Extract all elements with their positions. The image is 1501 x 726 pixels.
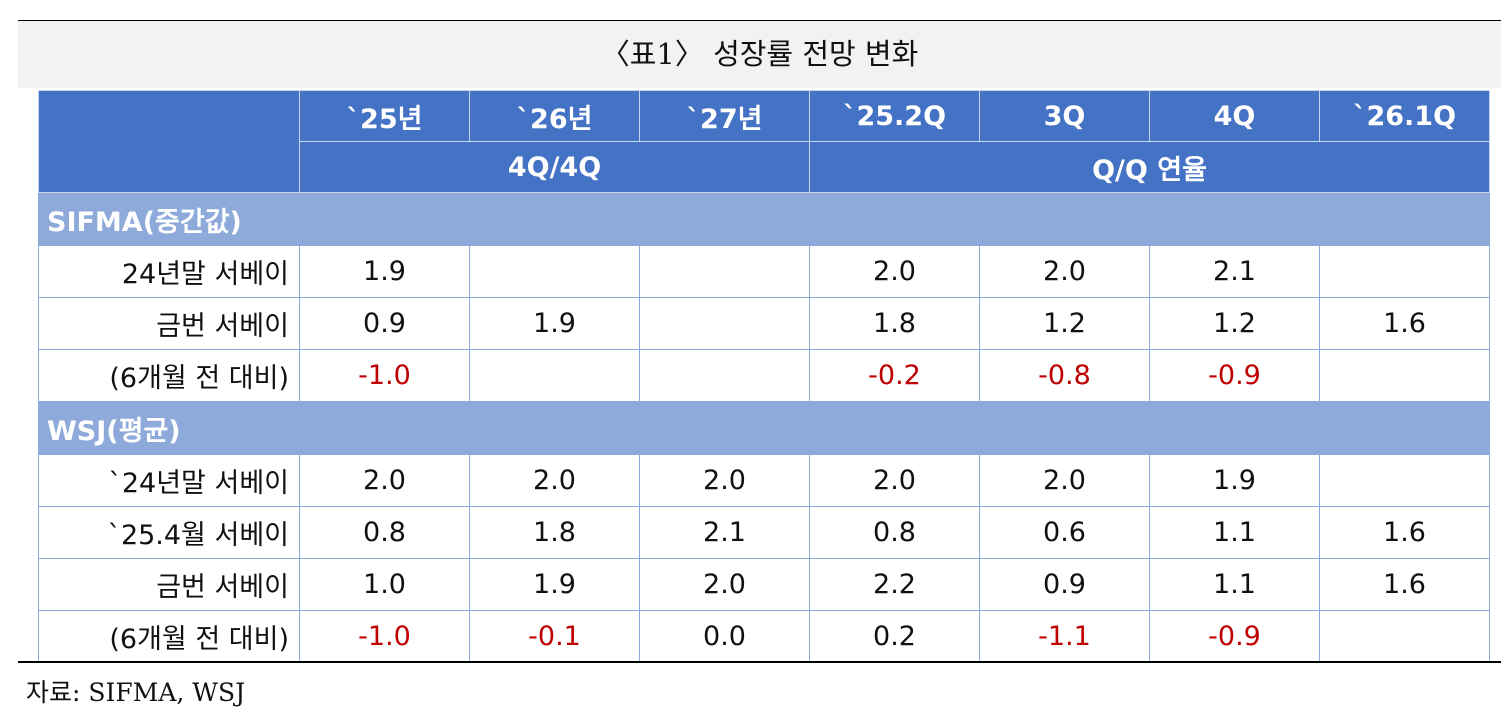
empty-cell [1319,454,1490,507]
value-cell: 2.1 [639,506,810,559]
column-header: `27년 [639,90,810,142]
value-cell: -0.2 [809,349,980,402]
value-cell: 1.1 [1149,506,1320,559]
value-cell: 2.0 [639,454,810,507]
value-cell: 0.0 [639,610,810,663]
row-label: 금번 서베이 [38,297,300,350]
value-cell: 2.0 [639,558,810,611]
header-row: 4Q/4Q Q/Q 연율 [39,141,1490,193]
data-row: (6개월 전 대비) -1.0 -0.2 -0.8 -0.9 [38,349,1490,402]
value-cell: 0.8 [809,506,980,559]
column-header: 4Q [1149,90,1320,142]
value-cell: 2.0 [809,454,980,507]
empty-cell [1319,245,1490,298]
section-row: WSJ(평균) [38,401,1490,455]
value-cell: 1.8 [809,297,980,350]
value-cell: 0.6 [979,506,1150,559]
value-cell: -1.1 [979,610,1150,663]
value-cell: 0.8 [299,506,470,559]
value-cell: -0.9 [1149,349,1320,402]
value-cell: 1.9 [299,245,470,298]
value-cell: 1.6 [1319,506,1490,559]
row-label: 24년말 서베이 [38,245,300,298]
group-header: 4Q/4Q [299,141,810,193]
row-label: `25.4월 서베이 [38,506,300,559]
data-row: `25.4월 서베이 0.8 1.8 2.1 0.8 0.6 1.1 1.6 [38,506,1490,559]
value-cell: 1.2 [979,297,1150,350]
row-label: 금번 서베이 [38,558,300,611]
value-cell: 0.9 [979,558,1150,611]
value-cell: 1.1 [1149,558,1320,611]
column-header: 3Q [979,90,1150,142]
value-cell: 1.9 [1149,454,1320,507]
table-title: 〈표1〉 성장률 전망 변화 [18,20,1501,88]
value-cell: -1.0 [299,349,470,402]
value-cell: 1.0 [299,558,470,611]
value-cell: 1.6 [1319,558,1490,611]
empty-cell [1319,610,1490,663]
value-cell: 1.8 [469,506,640,559]
column-header: `25년 [299,90,470,142]
corner-cell [38,90,300,193]
value-cell: 0.2 [809,610,980,663]
forecast-table: `25년 `26년 `27년 `25.2Q 3Q 4Q `26.1Q 4Q/4Q Q/Q 연율 S… [38,90,1490,663]
source-note: 자료: SIFMA, WSJ [26,678,246,707]
data-row: `24년말 서베이 2.0 2.0 2.0 2.0 2.0 1.9 [38,454,1490,507]
empty-cell [1319,349,1490,402]
value-cell: 2.0 [469,454,640,507]
column-header: `26년 [469,90,640,142]
value-cell: 1.6 [1319,297,1490,350]
empty-cell [639,297,810,350]
value-cell: 2.0 [979,245,1150,298]
column-header: `25.2Q [809,90,980,142]
empty-cell [469,349,640,402]
data-row: (6개월 전 대비) -1.0 -0.1 0.0 0.2 -1.1 -0.9 [38,610,1490,663]
value-cell: -0.9 [1149,610,1320,663]
data-row: 금번 서베이 1.0 1.9 2.0 2.2 0.9 1.1 1.6 [38,558,1490,611]
empty-cell [639,349,810,402]
data-row: 24년말 서베이 1.9 2.0 2.0 2.1 [38,245,1490,298]
value-cell: 1.9 [469,558,640,611]
value-cell: 1.9 [469,297,640,350]
header-row: `25년 `26년 `27년 `25.2Q 3Q 4Q `26.1Q [38,90,1490,193]
data-row: 금번 서베이 0.9 1.9 1.8 1.2 1.2 1.6 [38,297,1490,350]
value-cell: -1.0 [299,610,470,663]
value-cell: 2.1 [1149,245,1320,298]
value-cell: 2.2 [809,558,980,611]
value-cell: -0.1 [469,610,640,663]
section-row: SIFMA(중간값) [38,192,1490,246]
row-label: `24년말 서베이 [38,454,300,507]
value-cell: 1.2 [1149,297,1320,350]
group-header: Q/Q 연율 [809,141,1490,193]
row-label: (6개월 전 대비) [38,349,300,402]
bottom-rule [18,661,1501,663]
value-cell: 2.0 [809,245,980,298]
empty-cell [469,245,640,298]
section-name: WSJ(평균) [38,401,1490,455]
empty-cell [639,245,810,298]
row-label: (6개월 전 대비) [38,610,300,663]
value-cell: -0.8 [979,349,1150,402]
value-cell: 2.0 [299,454,470,507]
column-header: `26.1Q [1319,90,1490,142]
value-cell: 0.9 [299,297,470,350]
section-name: SIFMA(중간값) [38,192,1490,246]
value-cell: 2.0 [979,454,1150,507]
